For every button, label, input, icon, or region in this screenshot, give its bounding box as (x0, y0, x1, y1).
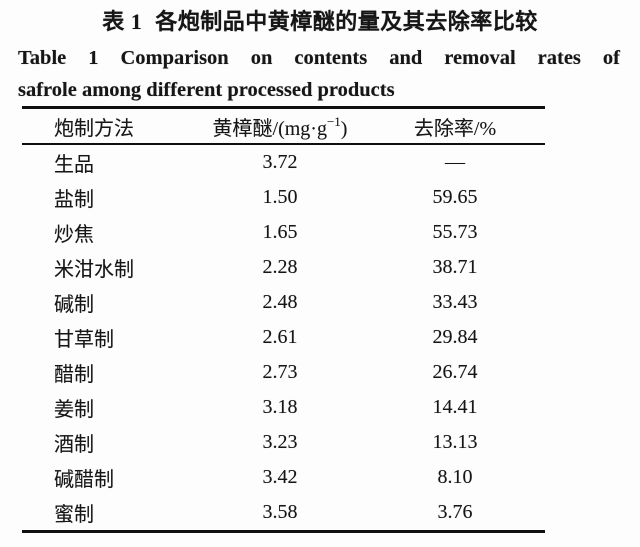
table-header-row: 炮制方法 黄樟醚/(mg·g−1) 去除率/% (22, 109, 545, 143)
table-row: 炒焦 1.65 55.73 (22, 215, 545, 250)
table-title-english: Table 1 Comparison on contents and remov… (18, 42, 620, 106)
table-title-english-line2: safrole among different processed produc… (18, 79, 395, 101)
table-rule-bottom (22, 530, 545, 533)
cell-removal: 33.43 (432, 291, 478, 313)
cell-safrole: 3.18 (262, 396, 298, 418)
table-row: 碱制 2.48 33.43 (22, 285, 545, 320)
data-table: 炮制方法 黄樟醚/(mg·g−1) 去除率/% 生品 3.72 — 盐制 1.5… (22, 106, 545, 533)
cell-safrole: 2.61 (262, 326, 298, 348)
col-header-safrole: 黄樟醚/(mg·g−1) (195, 112, 365, 141)
table-row: 盐制 1.50 59.65 (22, 180, 545, 215)
cell-removal: 55.73 (432, 221, 478, 243)
cell-removal: — (445, 151, 465, 173)
cell-removal: 8.10 (437, 466, 473, 488)
cell-safrole: 3.23 (262, 431, 298, 453)
cell-removal: 59.65 (432, 186, 478, 208)
cell-removal: 3.76 (437, 501, 473, 523)
cell-removal: 29.84 (432, 326, 478, 348)
cell-safrole: 3.72 (262, 151, 298, 173)
cell-removal: 13.13 (432, 431, 478, 453)
table-title-english-line1: Table 1 Comparison on contents and remov… (18, 47, 620, 69)
cell-method: 碱制 (54, 294, 94, 316)
safrole-unit-prefix: 黄樟醚/(mg·g (212, 117, 327, 140)
cell-safrole: 1.65 (262, 221, 298, 243)
cell-method: 炒焦 (54, 224, 94, 246)
table-row: 酒制 3.23 13.13 (22, 425, 545, 460)
cell-safrole: 2.28 (262, 256, 298, 278)
cell-removal: 14.41 (432, 396, 478, 418)
table-number-label-zh: 表 1 (102, 9, 143, 34)
table-row: 醋制 2.73 26.74 (22, 355, 545, 390)
table-row: 碱醋制 3.42 8.10 (22, 460, 545, 495)
cell-method: 蜜制 (54, 504, 94, 526)
table-rule-top (22, 106, 545, 109)
cell-safrole: 1.50 (262, 186, 298, 208)
cell-method: 碱醋制 (54, 469, 114, 491)
cell-method: 盐制 (54, 189, 94, 211)
cell-method: 生品 (54, 154, 94, 176)
cell-method: 酒制 (54, 434, 94, 456)
table-row: 蜜制 3.58 3.76 (22, 495, 545, 530)
table-title-chinese: 表 1 各炮制品中黄樟醚的量及其去除率比较 (0, 8, 640, 35)
table-row: 米泔水制 2.28 38.71 (22, 250, 545, 285)
cell-removal: 38.71 (432, 256, 478, 278)
table-row: 姜制 3.18 14.41 (22, 390, 545, 425)
table-row: 甘草制 2.61 29.84 (22, 320, 545, 355)
cell-method: 姜制 (54, 399, 94, 421)
table-title-text-zh: 各炮制品中黄樟醚的量及其去除率比较 (155, 9, 538, 34)
cell-safrole: 3.42 (262, 466, 298, 488)
safrole-unit-suffix: ) (340, 117, 348, 140)
safrole-unit-superscript: −1 (326, 113, 341, 129)
cell-removal: 26.74 (432, 361, 478, 383)
table-row: 生品 3.72 — (22, 145, 545, 180)
cell-safrole: 2.48 (262, 291, 298, 313)
cell-safrole: 2.73 (262, 361, 298, 383)
cell-method: 醋制 (54, 364, 94, 386)
table-rule-header-separator (22, 143, 545, 145)
cell-method: 米泔水制 (54, 259, 134, 281)
col-header-removal: 去除率/% (413, 117, 497, 140)
cell-method: 甘草制 (54, 329, 114, 351)
cell-safrole: 3.58 (262, 501, 298, 523)
col-header-method: 炮制方法 (54, 117, 134, 140)
